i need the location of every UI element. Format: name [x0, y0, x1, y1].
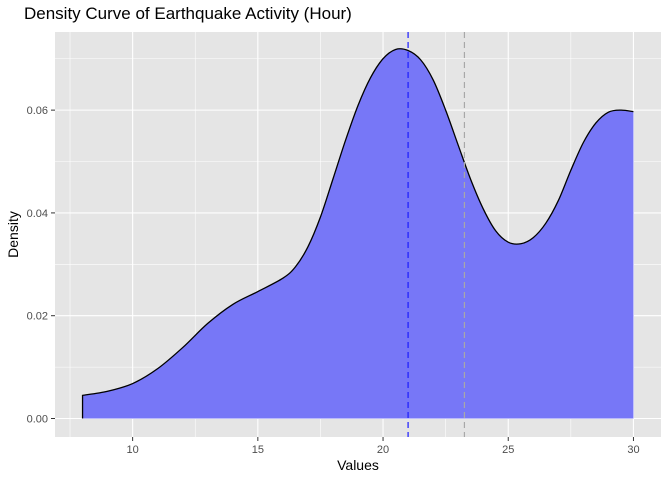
chart-title: Density Curve of Earthquake Activity (Ho…	[24, 4, 352, 23]
x-tick-label: 30	[627, 444, 639, 456]
x-tick-label: 15	[252, 444, 264, 456]
y-tick-label: 0.04	[27, 208, 48, 220]
density-curve	[81, 48, 634, 419]
x-tick-label: 25	[502, 444, 514, 456]
x-axis-title: Values	[337, 457, 379, 473]
y-tick-label: 0.06	[27, 105, 48, 117]
x-tick-label: 10	[127, 444, 139, 456]
y-tick-label: 0.00	[27, 413, 48, 425]
reference-lines	[407, 32, 466, 437]
x-axis-ticks: 10 15 20 25 30	[127, 437, 640, 456]
density-area	[82, 48, 634, 419]
y-tick-label: 0.02	[27, 311, 48, 323]
y-axis-title: Density	[5, 211, 21, 258]
x-tick-label: 20	[377, 444, 389, 456]
y-axis-ticks: 0.00 0.02 0.04 0.06	[27, 105, 55, 425]
